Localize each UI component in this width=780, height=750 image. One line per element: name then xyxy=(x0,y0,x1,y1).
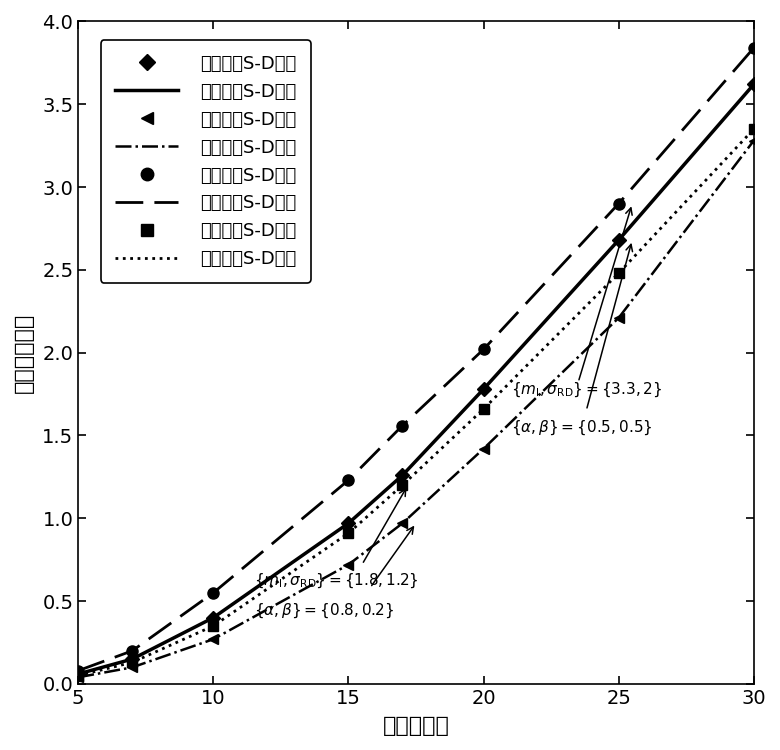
Text: $\{m_{\rm I},\sigma_{\rm RD}\}=\{3.3,2\}$: $\{m_{\rm I},\sigma_{\rm RD}\}=\{3.3,2\}… xyxy=(511,381,662,399)
X-axis label: 平均信噪比: 平均信噪比 xyxy=(382,716,449,736)
Text: $\{m_{\rm I},\sigma_{\rm RD}\}=\{1.8,1.2\}$: $\{m_{\rm I},\sigma_{\rm RD}\}=\{1.8,1.2… xyxy=(254,572,419,590)
Text: $\{\alpha,\beta\}=\{0.5,0.5\}$: $\{\alpha,\beta\}=\{0.5,0.5\}$ xyxy=(511,419,652,437)
Y-axis label: 平均保密容量: 平均保密容量 xyxy=(14,313,34,393)
Legend: 仿真，有S-D链路, 理论，有S-D链路, 仿真，无S-D链路, 理论，无S-D链路, 仿真，有S-D链路, 理论，有S-D链路, 仿真，无S-D链路, 理论，: 仿真，有S-D链路, 理论，有S-D链路, 仿真，无S-D链路, 理论，无S-D… xyxy=(101,40,310,283)
Text: $\{\alpha,\beta\}=\{0.8,0.2\}$: $\{\alpha,\beta\}=\{0.8,0.2\}$ xyxy=(254,602,394,619)
